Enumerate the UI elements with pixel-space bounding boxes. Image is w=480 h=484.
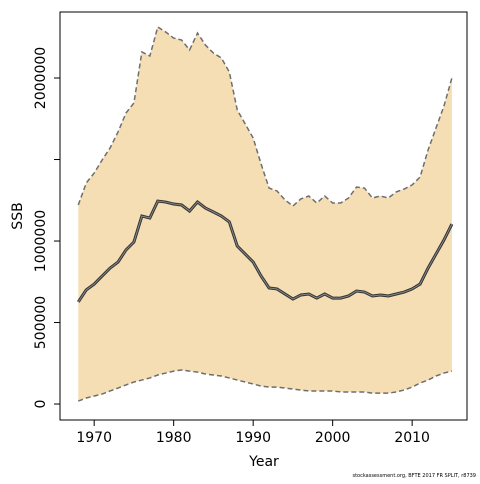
line (77, 200, 453, 303)
x-tick-label: 2000 (315, 430, 351, 446)
x-tick-label: 1990 (235, 430, 271, 446)
confidence-band (78, 26, 452, 402)
y-tick-label: 2000000 (33, 47, 49, 109)
band-edge (77, 25, 453, 207)
plot-frame (59, 11, 468, 421)
y-tick-label: 500000 (33, 296, 49, 349)
x-tick-label: 2010 (394, 430, 430, 446)
footnote: stockassessment.org, BFTE 2017 FR SPLIT,… (352, 473, 476, 479)
x-axis-label: Year (248, 454, 279, 470)
x-tick-label: 1980 (156, 430, 192, 446)
y-tick-label: 1000000 (33, 210, 49, 272)
y-axis-label: SSB (10, 202, 26, 229)
y-tick-label: 0 (33, 400, 49, 409)
band-edge (78, 369, 453, 402)
x-tick-label: 1970 (76, 430, 112, 446)
